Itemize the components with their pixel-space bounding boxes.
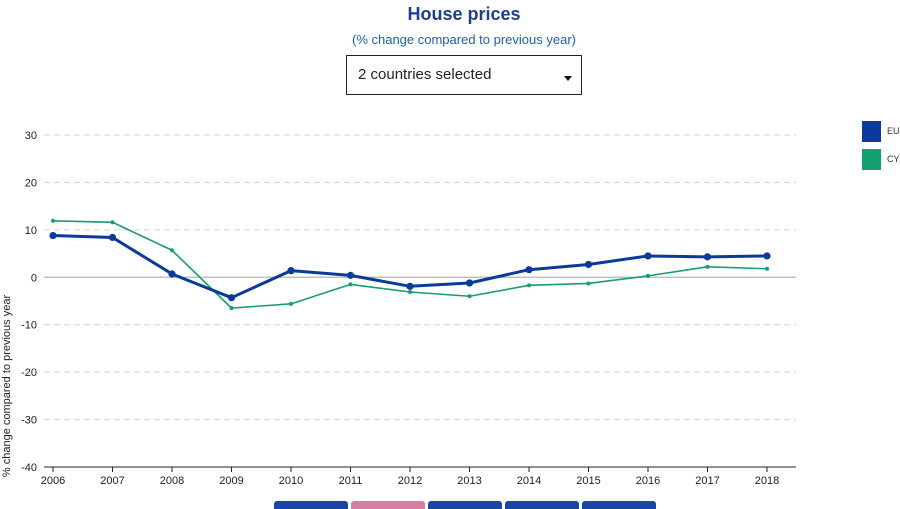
legend-item-cy[interactable]: CY: [862, 149, 900, 177]
data-point-cy: [289, 301, 293, 306]
x-tick-label: 2009: [219, 475, 243, 487]
data-point-eu: [108, 233, 117, 242]
y-tick-label: 10: [25, 225, 37, 237]
data-point-eu: [287, 267, 295, 275]
data-point-eu: [644, 252, 652, 260]
data-point-cy: [408, 289, 412, 294]
x-tick-label: 2006: [41, 475, 65, 487]
data-point-cy: [705, 264, 710, 269]
y-tick-label: 20: [25, 177, 37, 189]
data-point-eu: [406, 282, 414, 290]
legend-label-cy: CY: [887, 154, 900, 164]
data-point-cy: [586, 281, 591, 286]
x-tick-label: 2018: [755, 475, 779, 487]
data-point-cy: [51, 218, 55, 223]
data-point-eu: [703, 253, 712, 261]
data-point-eu: [525, 266, 533, 274]
bottom-tab-4[interactable]: [505, 501, 579, 509]
x-tick-label: 2015: [576, 475, 600, 487]
data-point-cy: [646, 273, 650, 278]
country-selector-dropdown[interactable]: 2 countries selected: [346, 55, 582, 95]
y-tick-label: -10: [21, 320, 37, 332]
data-point-cy: [527, 283, 531, 288]
country-selector-value: 2 countries selected: [358, 66, 492, 83]
y-tick-label: 0: [31, 272, 37, 284]
data-point-eu: [465, 279, 474, 287]
y-tick-label: 30: [25, 130, 37, 142]
x-tick-label: 2007: [100, 475, 124, 487]
x-tick-label: 2012: [398, 475, 422, 487]
x-tick-label: 2013: [457, 475, 481, 487]
data-point-eu: [346, 271, 355, 279]
y-axis-label: % change compared to previous year: [1, 295, 13, 478]
data-point-eu: [763, 252, 771, 260]
data-point-eu: [168, 270, 176, 278]
series-line-cy: [52, 220, 768, 309]
legend-label-eu: EU: [887, 126, 900, 136]
data-point-cy: [110, 220, 115, 225]
bottom-tab-2[interactable]: [351, 501, 425, 509]
chart-legend: EU CY: [862, 121, 900, 177]
data-point-eu: [227, 294, 236, 302]
chart-subtitle: (% change compared to previous year): [351, 32, 576, 47]
legend-swatch-eu: [862, 121, 881, 142]
data-point-eu: [584, 260, 593, 269]
data-point-cy: [467, 294, 472, 299]
x-tick-label: 2011: [339, 475, 363, 487]
caret-down-icon: [564, 76, 572, 81]
data-point-eu: [49, 231, 57, 240]
x-tick-label: 2014: [517, 475, 541, 487]
chart-title: House prices: [407, 4, 521, 24]
data-point-cy: [229, 306, 234, 311]
x-tick-label: 2008: [160, 475, 184, 487]
y-tick-label: -40: [21, 462, 37, 474]
y-tick-label: -20: [21, 367, 37, 379]
x-tick-label: 2010: [279, 475, 303, 487]
legend-item-eu[interactable]: EU: [862, 121, 900, 149]
y-tick-label: -30: [21, 415, 37, 427]
legend-swatch-cy: [862, 149, 881, 170]
bottom-tab-5[interactable]: [582, 501, 656, 509]
data-point-cy: [765, 266, 769, 271]
bottom-tab-1[interactable]: [274, 501, 348, 509]
bottom-tab-3[interactable]: [428, 501, 502, 509]
x-tick-label: 2016: [636, 475, 660, 487]
x-tick-label: 2017: [695, 475, 719, 487]
data-point-cy: [348, 282, 353, 287]
data-point-cy: [170, 248, 174, 253]
